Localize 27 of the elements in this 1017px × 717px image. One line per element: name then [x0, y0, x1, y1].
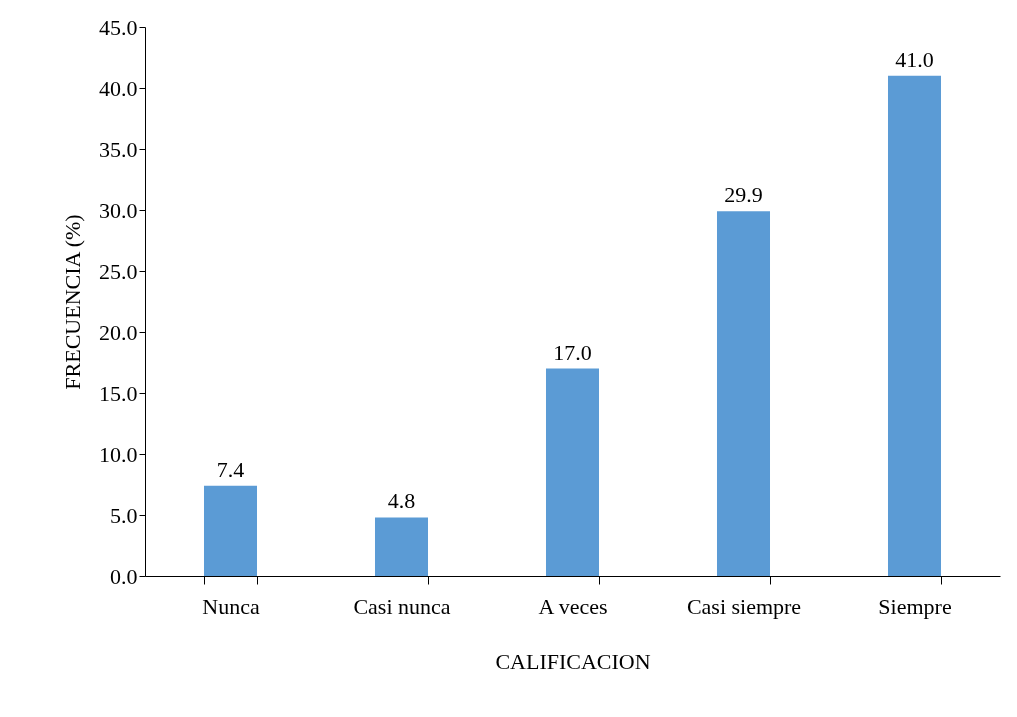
- x-tick-label: A veces: [538, 593, 608, 619]
- data-label: 41.0: [895, 46, 934, 72]
- data-label: 7.4: [216, 456, 245, 482]
- x-axis-title: CALIFICACION: [495, 648, 651, 674]
- y-tick-label: 20.0: [99, 319, 138, 345]
- data-label: 17.0: [553, 339, 592, 365]
- y-tick-label: 30.0: [99, 197, 138, 223]
- y-tick-label: 45.0: [99, 14, 138, 40]
- y-tick-label: 25.0: [99, 258, 138, 284]
- y-tick-label: 35.0: [99, 136, 138, 162]
- x-tick-label: Casi nunca: [353, 593, 451, 619]
- x-tick-label: Casi siempre: [686, 593, 802, 619]
- bar: [716, 211, 770, 576]
- bar: [203, 485, 258, 576]
- x-tick-label: Nunca: [202, 593, 260, 619]
- y-axis-title: FRECUENCIA (%): [60, 214, 85, 390]
- bar: [545, 368, 599, 576]
- bar: [374, 517, 428, 576]
- x-tick-label: Siempre: [878, 593, 952, 619]
- y-tick-label: 10.0: [99, 441, 138, 467]
- data-label: 29.9: [724, 182, 763, 208]
- y-tick-label: 5.0: [110, 502, 138, 528]
- y-tick-label: 40.0: [99, 75, 138, 101]
- bar: [887, 75, 941, 576]
- data-label: 4.8: [387, 488, 416, 514]
- y-tick-label: 0.0: [110, 563, 138, 589]
- y-tick-label: 15.0: [99, 380, 138, 406]
